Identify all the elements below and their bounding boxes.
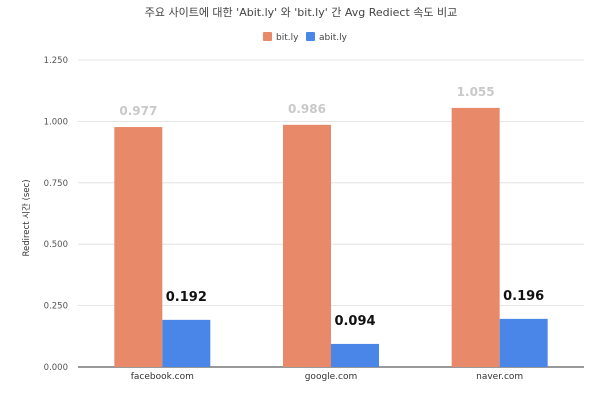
chart-title: 주요 사이트에 대한 'Abit.ly' 와 'bit.ly' 간 Avg Re… (145, 6, 458, 19)
legend-swatch-bitly (263, 32, 272, 41)
data-label-abit-ly-naver-com: 0.196 (503, 289, 544, 304)
legend: bit.ly abit.ly (263, 32, 348, 43)
bar-bit-ly-google-com (283, 124, 331, 367)
bar-abit-ly-google-com (331, 343, 379, 367)
bar-abit-ly-facebook-com (162, 319, 211, 367)
y-tick-label: 1.000 (44, 117, 68, 127)
y-tick-label: 0.250 (44, 302, 68, 312)
bar-abit-ly-naver-com (499, 318, 548, 367)
data-label-bit-ly-facebook-com: 0.977 (119, 104, 157, 118)
x-category-label: google.com (305, 372, 358, 382)
data-label-bit-ly-naver-com: 1.055 (457, 85, 495, 99)
bar-bit-ly-facebook-com (114, 127, 163, 367)
y-axis-label: Redirect 시간 (sec) (21, 179, 32, 256)
bars (114, 107, 548, 367)
legend-label-bitly: bit.ly (276, 33, 299, 43)
y-tick-label: 0.500 (44, 240, 68, 250)
x-category-label: naver.com (476, 372, 523, 382)
data-labels: 0.977 0.192 0.986 0.094 1.055 0.196 (119, 85, 544, 329)
y-tick-label: 0.750 (44, 179, 68, 189)
y-tick-label: 0.000 (44, 363, 68, 373)
data-label-abit-ly-google-com: 0.094 (334, 314, 375, 329)
data-label-abit-ly-facebook-com: 0.192 (166, 290, 207, 305)
y-axis-ticks: 0.000 0.250 0.500 0.750 1.000 1.250 (44, 56, 68, 373)
x-axis-categories: facebook.com google.com naver.com (131, 372, 523, 382)
data-label-bit-ly-google-com: 0.986 (288, 102, 326, 116)
legend-label-abitly: abit.ly (319, 33, 348, 43)
x-category-label: facebook.com (131, 372, 194, 382)
legend-swatch-abitly (306, 32, 315, 41)
y-tick-label: 1.250 (44, 56, 68, 66)
bar-bit-ly-naver-com (451, 107, 500, 367)
